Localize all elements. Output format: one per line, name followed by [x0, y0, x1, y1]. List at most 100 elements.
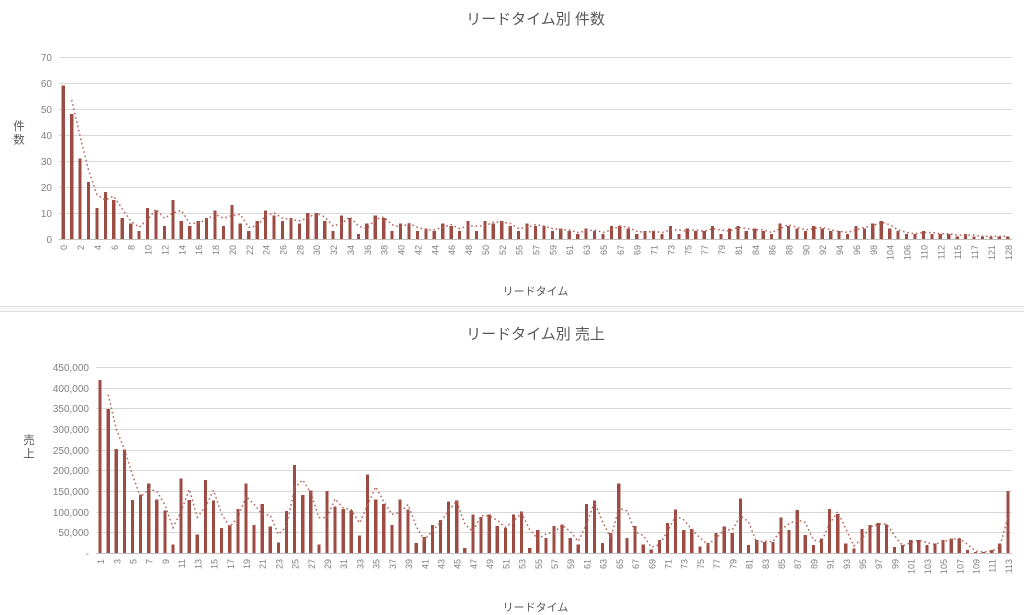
x-tick-label: 107 [955, 559, 965, 574]
x-tick-label: 111 [988, 559, 998, 573]
bar [905, 233, 909, 239]
x-tick-label: 65 [599, 245, 609, 255]
x-tick-label: 30 [312, 245, 322, 255]
bar [314, 213, 318, 239]
x-tick-label: 36 [363, 245, 373, 255]
bar [698, 546, 702, 553]
x-tick-label: 31 [339, 559, 349, 569]
y-tick-label: 250,000 [53, 446, 90, 457]
x-tick-label: 0 [59, 245, 69, 250]
bar [341, 509, 345, 553]
bar [819, 538, 824, 553]
y-tick-label: 50 [41, 105, 53, 116]
bar [896, 231, 900, 239]
x-tick-label: 25 [291, 559, 301, 569]
bar [803, 231, 807, 239]
y-tick-label: 150,000 [53, 487, 90, 498]
x-tick-label: 39 [404, 559, 414, 569]
bar [845, 233, 850, 239]
x-tick-label: 35 [372, 559, 382, 569]
x-tick-label: 113 [1004, 559, 1014, 573]
bar [1006, 236, 1010, 239]
bar [390, 231, 394, 239]
bar [349, 510, 353, 553]
bar [982, 552, 986, 553]
bar [779, 517, 783, 553]
bar [633, 526, 637, 553]
x-tick-label: 24 [262, 245, 272, 255]
x-tick-label: 121 [987, 245, 997, 260]
y-tick-label: 30 [41, 157, 53, 168]
bar [955, 236, 959, 239]
x-tick-label: 10 [144, 245, 154, 255]
bar [264, 210, 268, 239]
bar [297, 223, 301, 239]
x-tick-label: 37 [388, 559, 398, 569]
x-tick-labels: 1 3 5 7 9 11 13 15 17 19 21 23 25 27 29 31 33 35 37 39 41 43 4… [96, 559, 1014, 574]
x-tick-label: 77 [712, 559, 722, 569]
bar [500, 220, 504, 239]
bar [778, 223, 782, 239]
bar [674, 509, 678, 553]
x-tick-label: 109 [972, 559, 982, 574]
x-tick-label: 2 [76, 245, 86, 250]
bar [560, 524, 564, 553]
x-tick-label: 65 [615, 559, 625, 569]
bar [162, 226, 166, 239]
bar [280, 220, 285, 239]
bar [913, 233, 917, 239]
bar [690, 529, 694, 553]
bar [609, 533, 613, 553]
x-tick-label: 103 [923, 559, 933, 574]
x-tick-label: 26 [279, 245, 289, 255]
x-tick-label: 23 [274, 559, 284, 569]
bar [609, 226, 613, 239]
bar [255, 220, 259, 239]
bar-series [61, 85, 1010, 239]
bar [106, 409, 110, 553]
bar [139, 494, 143, 553]
bar [997, 236, 1001, 239]
bar [601, 233, 605, 239]
bar [179, 220, 183, 239]
x-tick-label: 48 [464, 245, 474, 255]
bar [154, 210, 158, 239]
bar [195, 534, 199, 553]
y-tick-label: 450,000 [53, 363, 90, 374]
x-tick-label: 112 [936, 245, 946, 259]
x-tick-label: 115 [953, 245, 963, 259]
x-tick-label: 128 [1004, 245, 1014, 260]
bar [852, 548, 856, 553]
x-tick-label: 14 [177, 245, 187, 255]
x-tick-label: 52 [498, 245, 508, 255]
bar [665, 522, 670, 553]
bar [860, 529, 864, 553]
x-tick-label: 85 [777, 559, 787, 569]
bar [722, 526, 726, 553]
sales-chart-title: リードタイム別 売上 [466, 326, 605, 343]
bar [348, 218, 352, 239]
x-tick-label: 40 [397, 245, 407, 255]
bar [884, 524, 888, 553]
bar [730, 533, 734, 553]
bar [213, 210, 217, 239]
bar [479, 517, 483, 553]
gridlines [96, 367, 1012, 533]
bar [930, 233, 934, 239]
sales-x-axis-title: リードタイム [502, 602, 569, 614]
bar [406, 509, 410, 553]
bar [272, 215, 276, 239]
x-tick-label: 90 [801, 245, 811, 255]
bar [528, 548, 532, 553]
x-tick-label: 105 [939, 559, 949, 574]
bar [414, 543, 418, 553]
bar [120, 218, 124, 239]
bar [668, 226, 672, 239]
bar [309, 490, 313, 553]
y-tick-label: 40 [41, 131, 53, 142]
bar [323, 220, 327, 239]
bar [657, 539, 661, 553]
x-tick-label: 73 [666, 245, 676, 255]
bar [753, 228, 757, 239]
bar [260, 503, 264, 553]
